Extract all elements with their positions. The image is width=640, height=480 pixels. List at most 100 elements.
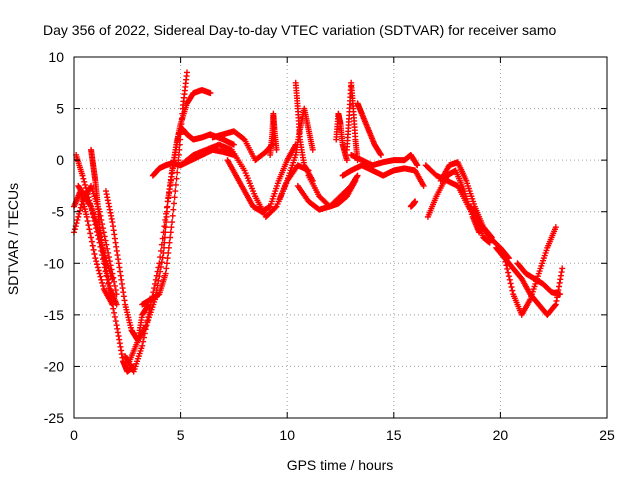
data-point [551, 302, 558, 309]
data-point [309, 146, 316, 153]
y-tick-labels: -25 -20 -15 -10 -5 0 5 10 [44, 49, 64, 426]
data-point [171, 194, 178, 201]
data-point [82, 181, 89, 188]
data-point [178, 126, 185, 133]
y-tick-label: -20 [44, 358, 64, 374]
data-point [230, 141, 237, 148]
data-point [139, 342, 146, 349]
data-point [488, 233, 495, 240]
data-point [156, 273, 163, 280]
data-series-arc3 [71, 188, 116, 308]
y-tick-label: -15 [44, 307, 64, 323]
data-point [164, 203, 171, 210]
data-point [162, 270, 169, 277]
data-point [94, 264, 101, 271]
data-point [93, 258, 100, 265]
data-point [79, 172, 86, 179]
data-point [90, 246, 97, 253]
data-point [175, 151, 182, 158]
data-point [177, 136, 184, 143]
data-point [163, 265, 170, 272]
data-point [111, 309, 118, 316]
data-point [163, 260, 170, 267]
x-tick-labels: 0 5 10 15 20 25 [70, 427, 615, 443]
data-point [81, 178, 88, 185]
data-point [169, 212, 176, 219]
data-point [113, 301, 120, 308]
data-series-arc31 [514, 260, 564, 298]
data-point [88, 238, 95, 245]
data-series-arc21 [354, 100, 385, 158]
data-point [111, 278, 118, 285]
data-series-arc9 [139, 69, 190, 308]
data-point [173, 175, 180, 182]
data-point [343, 157, 350, 164]
data-series-arc22 [339, 162, 427, 189]
data-point [109, 275, 116, 282]
data-point [508, 284, 515, 291]
data-series-arc20 [343, 79, 361, 164]
data-point [509, 287, 516, 294]
data-point [207, 90, 214, 97]
data-point [412, 198, 419, 205]
data-series-arc19 [333, 110, 350, 164]
data-points [71, 69, 566, 375]
data-point [71, 226, 78, 233]
y-tick-label: -25 [44, 410, 64, 426]
data-point [272, 204, 279, 211]
data-point [420, 182, 427, 189]
plot-frame [73, 56, 608, 419]
data-point [174, 169, 181, 176]
y-tick-label: 5 [56, 101, 64, 117]
x-tick-label: 25 [599, 427, 615, 443]
data-series-arc28 [467, 203, 493, 246]
data-point [172, 188, 179, 195]
grid-lines [74, 57, 607, 418]
data-point [177, 131, 184, 138]
data-point [163, 219, 170, 226]
data-point [158, 259, 165, 266]
data-point [163, 213, 170, 220]
data-point [157, 268, 164, 275]
data-point [552, 224, 559, 231]
data-point [75, 213, 82, 220]
data-point [167, 234, 174, 241]
data-series-arc24 [407, 198, 419, 210]
data-point [170, 206, 177, 213]
data-point [176, 141, 183, 148]
data-point [86, 226, 93, 233]
data-point [77, 204, 84, 211]
data-series-arc16 [292, 79, 316, 184]
data-point [83, 213, 90, 220]
data-point [76, 207, 83, 214]
data-point [161, 239, 168, 246]
data-point [162, 224, 169, 231]
data-point [99, 279, 106, 286]
y-tick-label: 10 [48, 49, 64, 65]
x-tick-label: 0 [70, 427, 78, 443]
x-tick-label: 20 [493, 427, 509, 443]
data-point [170, 200, 177, 207]
data-point [112, 318, 119, 325]
data-point [178, 121, 185, 128]
x-tick-label: 5 [177, 427, 185, 443]
data-point [183, 69, 190, 76]
data-series-arc23 [348, 151, 421, 169]
data-point [162, 229, 169, 236]
chart-title: Day 356 of 2022, Sidereal Day-to-day VTE… [43, 22, 556, 38]
data-series-arc10 [149, 146, 237, 179]
data-point [507, 280, 514, 287]
data-point [165, 249, 172, 256]
data-point [166, 239, 173, 246]
data-point [504, 265, 511, 272]
data-point [111, 282, 118, 289]
data-series-arc5 [88, 146, 120, 308]
data-point [99, 282, 106, 289]
data-series-arc27 [437, 159, 495, 241]
data-point [88, 234, 95, 241]
data-point [157, 263, 164, 270]
data-point [87, 230, 94, 237]
data-point [100, 229, 107, 236]
data-point [111, 313, 118, 320]
